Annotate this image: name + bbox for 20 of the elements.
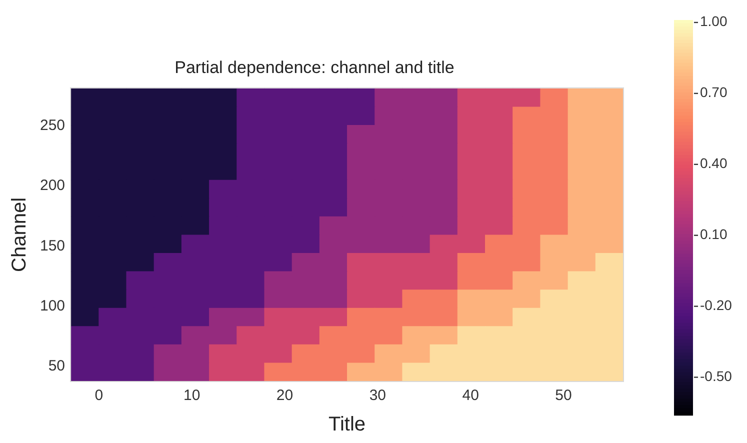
color-bar-label: 0.70 [700, 84, 728, 100]
x-tick-label: 10 [183, 387, 200, 404]
y-tick-label: 250 [40, 116, 66, 134]
x-tick-label: 0 [94, 387, 104, 404]
y-tick-label: 50 [48, 358, 66, 375]
color-bar-label: -0.50 [700, 368, 732, 384]
color-bar-label: 1.00 [700, 13, 728, 30]
chart-title: Partial dependence: channel and title [174, 58, 454, 77]
x-tick-label: 40 [462, 387, 479, 404]
color-bar-label: 0.10 [700, 226, 728, 242]
x-tick-label: 20 [276, 387, 294, 404]
x-tick-label: 30 [369, 387, 386, 404]
y-tick-label: 200 [40, 177, 66, 194]
x-axis-title: Title [328, 414, 366, 436]
color-bar-label: 0.40 [700, 155, 728, 172]
x-tick-label: 50 [555, 387, 572, 404]
color-bar-label: -0.20 [700, 297, 732, 314]
y-tick-label: 150 [40, 237, 66, 254]
y-tick-label: 100 [40, 297, 66, 314]
y-axis-title: Channel [8, 197, 31, 272]
